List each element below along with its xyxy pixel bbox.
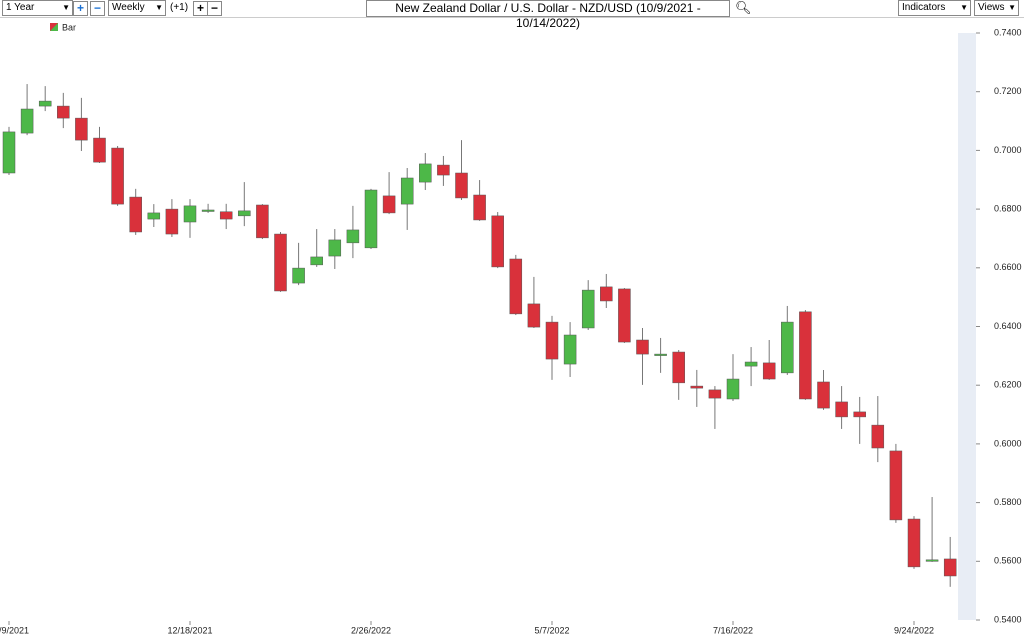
candle-body [762,362,776,380]
candle-body [817,381,830,409]
indicators-label: Indicators [902,2,946,13]
candle-body [400,177,414,205]
candle-body [183,205,197,223]
candle-body [238,210,251,217]
candle-body [346,229,360,244]
zoom-in[interactable]: + [73,1,88,16]
y-tick-label: 0.6000 [994,438,1022,448]
candle-body [147,212,161,220]
candle-body [636,339,649,355]
candle-body [292,267,305,284]
candle-body [600,286,613,302]
candle-body [509,258,523,315]
candle-body [835,401,848,418]
candle-body [799,311,812,400]
candle-body [889,450,903,521]
toolbar: 1 Year ▼ + − Weekly ▼ (+1) + − New Zealand… [0,0,1024,30]
candle-body [654,353,667,356]
right-margin-band [958,33,976,620]
candle-body [328,239,342,257]
x-tick-label: 5/7/2022 [534,625,569,635]
candle-body [219,211,233,220]
zoom-out[interactable]: − [90,1,105,16]
search-icon[interactable]: 🔍︎ [735,0,752,15]
y-tick-label: 0.7000 [994,145,1022,155]
candle-body [256,204,269,239]
candle-body [2,131,16,174]
y-tick-label: 0.7400 [994,27,1022,37]
candle-body [781,321,794,374]
candle-body [20,108,34,134]
candle-body [690,385,704,389]
candle-body [925,559,939,562]
candle-body [165,208,179,235]
candle-body [491,215,504,268]
range-label: 1 Year [6,2,35,13]
views-label: Views [978,2,1005,13]
candle-body [274,233,287,292]
x-tick-label: 2/26/2022 [351,625,391,635]
x-tick-label: 7/16/2022 [713,625,753,635]
y-tick-label: 0.6600 [994,262,1022,272]
y-tick-label: 0.5600 [994,556,1022,566]
legend-label: Bar [62,22,76,32]
interval-label: Weekly [112,2,145,13]
x-tick-label: 12/18/2021 [167,625,212,635]
y-tick-label: 0.7200 [994,86,1022,96]
y-tick-label: 0.6800 [994,203,1022,213]
candle-body [310,256,323,266]
candle-body [473,194,486,221]
y-tick-label: 0.6400 [994,321,1022,331]
candle-body [382,195,396,214]
candle-body [545,321,559,360]
offset-label: (+1) [170,2,189,13]
candle-body [527,303,541,328]
candle-body [708,389,722,399]
candle-body [672,351,685,384]
chart-title: New Zealand Dollar / U.S. Dollar - NZD/U… [366,0,730,30]
y-tick-label: 0.5400 [994,614,1022,624]
y-tick-label: 0.5800 [994,497,1022,507]
legend-swatch-up [50,23,58,31]
candle-body [563,334,577,365]
candle-body [57,105,70,119]
candle-body [726,378,740,400]
candle-body [364,189,378,249]
candle-body [871,424,885,449]
interval-select[interactable]: Weekly ▼ [108,0,166,16]
indicators-select[interactable]: Indicators ▼ [898,0,971,16]
chart: Bar 0.5400 0.5600 0.5800 0.6000 0.6200 0.6400… [0,22,1022,635]
candle-body [581,289,595,329]
candle-body [38,100,52,107]
offset-plus[interactable]: + [193,1,208,16]
candle-body [75,117,88,141]
candle-body [111,147,124,205]
views-select[interactable]: Views ▼ [974,0,1019,16]
candle-body [853,411,866,418]
candle-body [93,137,106,163]
candle-body [419,163,432,183]
candle-body [129,196,142,233]
candle-body [201,209,215,212]
candle-body [907,518,921,568]
candle-body [455,172,468,199]
candle-body [943,558,957,577]
candle-body [618,288,631,343]
x-tick-label: 9/24/2022 [894,625,934,635]
x-tick-label: 10/9/2021 [0,625,29,635]
y-tick-label: 0.6200 [994,380,1022,390]
offset-minus[interactable]: − [207,1,222,16]
candle-body [744,361,758,367]
range-select[interactable]: 1 Year ▼ [2,0,73,16]
candle-body [437,164,450,176]
